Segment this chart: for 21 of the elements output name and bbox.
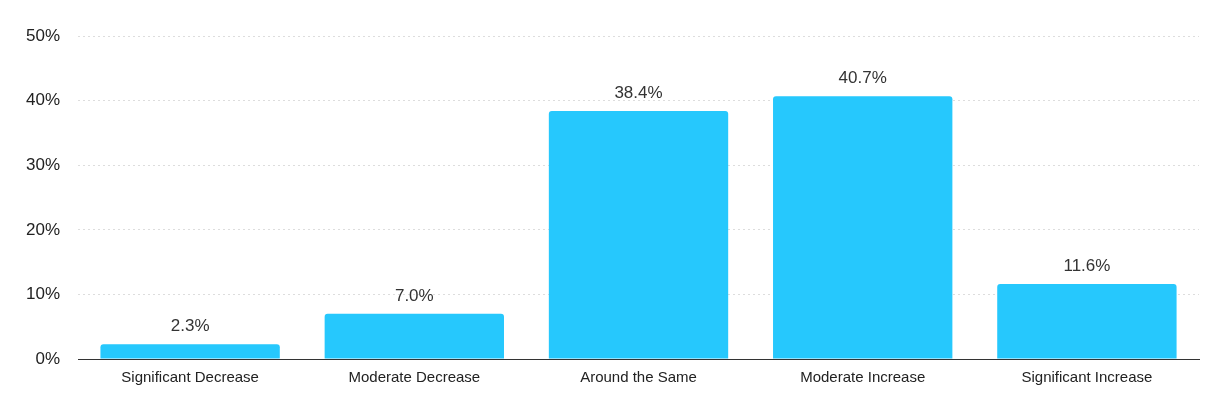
y-tick-label: 50% xyxy=(25,25,61,45)
data-label: 40.7% xyxy=(838,68,887,88)
x-tick-label: Moderate Decrease xyxy=(348,368,481,386)
data-label: 2.3% xyxy=(170,316,210,336)
bar xyxy=(548,111,729,359)
bar xyxy=(324,313,504,359)
y-tick-label: 10% xyxy=(25,284,61,304)
bar xyxy=(100,344,280,359)
y-tick-label: 40% xyxy=(25,90,61,110)
data-label: 38.4% xyxy=(614,83,663,103)
x-tick-label: Moderate Increase xyxy=(800,368,926,386)
y-tick-label: 30% xyxy=(25,155,61,175)
y-tick-label: 20% xyxy=(25,219,61,239)
x-tick-label: Significant Increase xyxy=(1021,368,1153,386)
bar xyxy=(773,96,953,359)
y-tick-label: 0% xyxy=(35,348,61,368)
bar xyxy=(997,284,1177,359)
data-label: 11.6% xyxy=(1063,256,1111,276)
x-tick-label: Around the Same xyxy=(580,368,697,386)
x-tick-label: Significant Decrease xyxy=(121,368,259,386)
data-label: 7.0% xyxy=(394,286,434,305)
